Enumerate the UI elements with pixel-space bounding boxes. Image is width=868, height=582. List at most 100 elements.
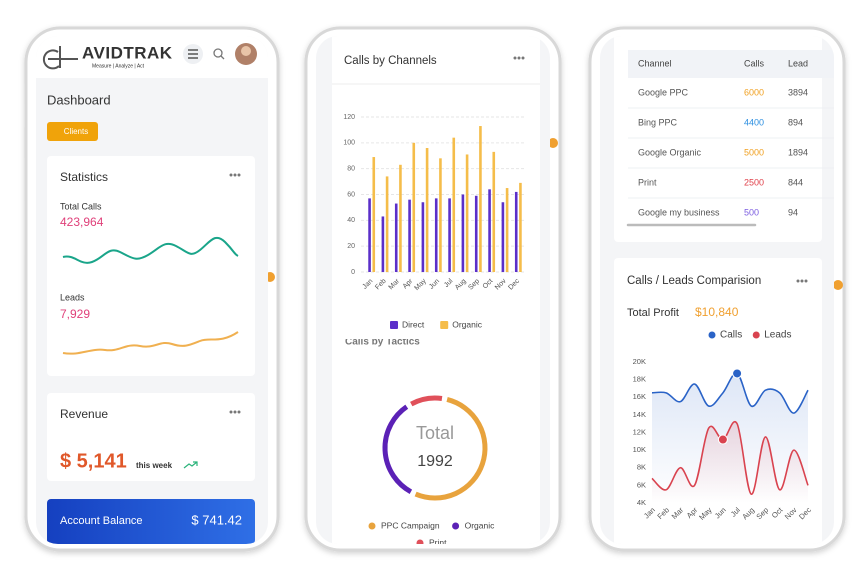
legend-dot <box>368 522 376 530</box>
legend-dot <box>752 331 760 339</box>
table-header <box>628 50 834 78</box>
y-tick-label: 14K <box>633 410 646 419</box>
donut-segment <box>382 404 413 494</box>
more-menu[interactable] <box>229 173 241 177</box>
bar <box>452 137 456 272</box>
bar <box>421 202 425 272</box>
column-header: Channel <box>638 58 672 68</box>
bar <box>474 195 478 272</box>
header <box>36 36 268 78</box>
bar <box>412 142 416 272</box>
y-tick-label: 100 <box>343 140 355 147</box>
side-tab <box>833 280 843 290</box>
y-tick-label: 8K <box>637 463 646 472</box>
y-tick-label: 20K <box>633 357 646 366</box>
revenue-amount: $ 5,141 <box>60 450 127 472</box>
channel-cell: Bing PPC <box>638 117 678 127</box>
bar <box>492 151 496 272</box>
leads-cell: 3894 <box>788 87 808 97</box>
stat-label: Leads <box>60 292 85 302</box>
donut-total: 1992 <box>417 453 453 470</box>
bar <box>448 198 451 272</box>
bar <box>439 158 442 272</box>
clients-label: Clients <box>64 127 88 136</box>
page-title: Dashboard <box>47 92 111 107</box>
donut-segment <box>410 395 443 407</box>
bar <box>488 189 491 272</box>
search-button[interactable] <box>213 48 223 58</box>
bar <box>381 216 385 272</box>
legend-label: Organic <box>452 319 483 329</box>
bar <box>461 194 465 272</box>
statistics-card <box>47 156 255 376</box>
legend-swatch <box>390 321 398 329</box>
phone-1-screen: AVIDTRAK Measure | Analyze | Act Dashboa… <box>36 36 268 544</box>
more-menu[interactable] <box>513 56 525 60</box>
more-menu[interactable] <box>796 279 808 283</box>
phone-2-screen: Calls by Tactics Calls by Channels Total… <box>316 36 550 547</box>
clients-button[interactable] <box>47 122 98 141</box>
y-tick-label: 6K <box>637 480 646 489</box>
bar <box>385 176 389 272</box>
legend-label: Calls <box>720 330 742 341</box>
sparkline <box>62 331 239 355</box>
phone-3-screen: Calls / Leads Comparision Total Profit $… <box>600 36 834 544</box>
avatar-face <box>241 46 251 56</box>
revenue-card <box>47 393 255 481</box>
y-tick-label: 0 <box>351 269 355 276</box>
card-title: Statistics <box>60 170 108 184</box>
menu-icon <box>188 49 198 59</box>
channel-cell: Google Organic <box>638 147 702 157</box>
sparkline <box>62 236 239 264</box>
legend-label: Organic <box>465 520 496 530</box>
calls-cell: 5000 <box>744 147 764 157</box>
highlight-point <box>717 434 728 445</box>
y-tick-label: 80 <box>347 166 355 173</box>
legend-label: Leads <box>764 330 791 341</box>
logo-mark <box>42 46 78 70</box>
card-title: Calls by Tactics <box>345 337 420 348</box>
leads-cell: 94 <box>788 207 798 217</box>
side-tab <box>548 138 558 148</box>
y-tick-label: 12K <box>633 427 646 436</box>
channel-cell: Google my business <box>638 207 720 217</box>
revenue-period: this week <box>136 461 173 470</box>
y-tick-label: 20 <box>347 243 355 250</box>
x-tick-label: Jul <box>443 277 455 289</box>
bar <box>368 198 371 272</box>
bar <box>372 157 376 272</box>
leads-cell: 1894 <box>788 147 808 157</box>
profit-label: Total Profit <box>627 307 679 319</box>
stat-value: 7,929 <box>60 307 90 321</box>
bar <box>501 202 505 272</box>
legend-dot <box>416 539 424 544</box>
more-menu[interactable] <box>229 410 241 414</box>
calls-cell: 500 <box>744 207 759 217</box>
trend-icon <box>183 461 198 469</box>
stat-value: 423,964 <box>60 215 104 229</box>
account-balance-card <box>47 499 255 544</box>
line <box>651 372 809 414</box>
overlap <box>332 330 540 339</box>
legend-dot <box>452 522 460 530</box>
y-tick-label: 40 <box>347 217 355 224</box>
table-card <box>614 36 822 242</box>
highlight-point <box>732 368 743 379</box>
donut-label: Total <box>416 423 454 443</box>
y-tick-label: 120 <box>343 114 355 121</box>
balance-label: Account Balance <box>60 515 143 527</box>
channel-cell: Google PPC <box>638 87 689 97</box>
card <box>332 36 540 544</box>
y-tick-label: 16K <box>633 392 646 401</box>
legend-label: PPC Campaign <box>381 520 440 530</box>
calls-cell: 6000 <box>744 87 764 97</box>
column-header: Calls <box>744 58 765 68</box>
legend-label: Print <box>429 537 447 547</box>
brand: AVIDTRAK <box>82 43 173 62</box>
calls-cell: 2500 <box>744 177 764 187</box>
leads-cell: 894 <box>788 117 803 127</box>
search-icon <box>220 55 225 60</box>
stat-label: Total Calls <box>60 201 102 211</box>
y-tick-label: 18K <box>633 375 646 384</box>
